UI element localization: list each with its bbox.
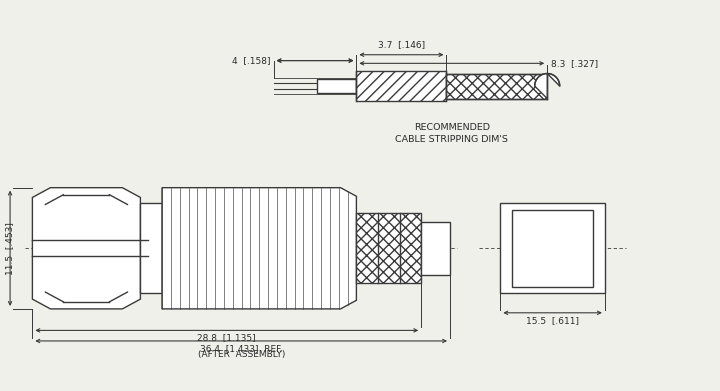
Text: 28.8  [1.135]: 28.8 [1.135] — [197, 334, 256, 343]
Polygon shape — [512, 210, 593, 287]
Polygon shape — [535, 74, 559, 99]
Text: (AFTER  ASSEMBLY): (AFTER ASSEMBLY) — [197, 350, 285, 359]
Polygon shape — [446, 74, 547, 99]
Polygon shape — [162, 188, 356, 309]
Text: 15.5  [.611]: 15.5 [.611] — [526, 316, 579, 325]
Polygon shape — [500, 203, 605, 293]
Text: 4  [.158]: 4 [.158] — [232, 56, 270, 65]
Polygon shape — [421, 222, 450, 275]
Text: 11.5  [.453]: 11.5 [.453] — [6, 222, 14, 275]
Polygon shape — [32, 188, 140, 309]
Polygon shape — [140, 203, 162, 293]
Text: RECOMMENDED
CABLE STRIPPING DIM'S: RECOMMENDED CABLE STRIPPING DIM'S — [395, 123, 508, 144]
Polygon shape — [317, 79, 356, 93]
Text: 8.3  [.327]: 8.3 [.327] — [551, 59, 598, 68]
Text: 3.7  [.146]: 3.7 [.146] — [378, 40, 425, 49]
Text: 36.4  [1.433]  REF.: 36.4 [1.433] REF. — [200, 344, 282, 353]
Polygon shape — [356, 71, 446, 101]
Polygon shape — [356, 213, 421, 283]
